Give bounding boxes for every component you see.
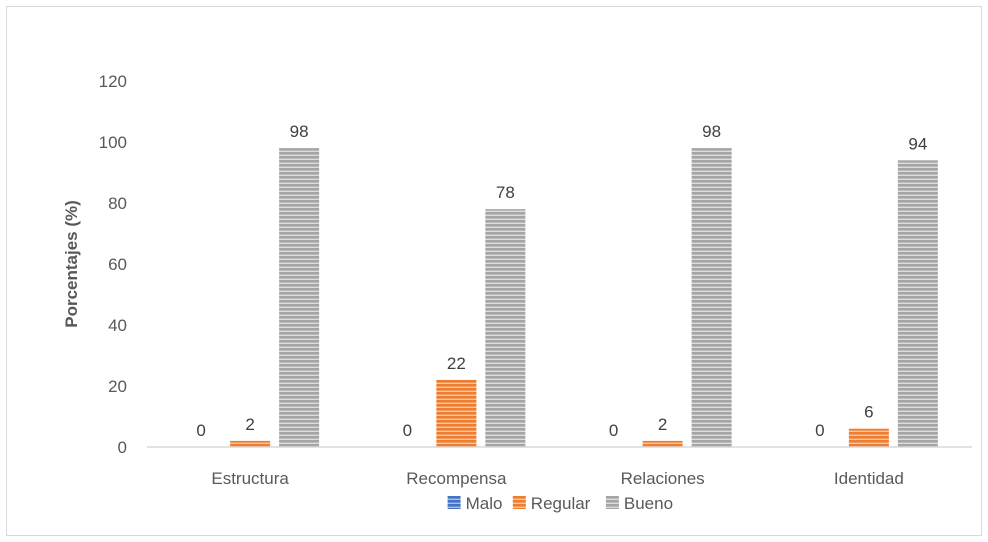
legend-label: Regular	[531, 494, 591, 513]
y-tick-label: 0	[118, 438, 127, 457]
bar-regular	[848, 428, 889, 447]
data-label: 94	[908, 134, 927, 153]
data-label: 2	[245, 415, 254, 434]
y-tick-label: 20	[108, 377, 127, 396]
legend-label: Malo	[466, 494, 503, 513]
data-label: 98	[290, 122, 309, 141]
bar-bueno	[897, 160, 938, 448]
bar-regular	[642, 440, 683, 447]
data-label: 2	[658, 415, 667, 434]
y-tick-label: 100	[99, 133, 127, 152]
bar-regular	[436, 379, 477, 447]
data-label: 0	[609, 421, 618, 440]
data-label: 0	[196, 421, 205, 440]
bar-bueno	[279, 148, 320, 447]
data-label: 6	[864, 403, 873, 422]
bar-bueno	[485, 209, 526, 447]
bar-bueno	[691, 148, 732, 447]
legend-swatch-malo	[447, 496, 461, 509]
y-axis: 0 20 40 60 80 100 120	[99, 72, 127, 457]
x-tick-label: Relaciones	[621, 469, 705, 488]
x-tick-label: Identidad	[834, 469, 904, 488]
data-label: 22	[447, 354, 466, 373]
data-labels: 0 2 98 0 22 78 0 2 98 0 6 94	[196, 122, 927, 440]
x-tick-label: Estructura	[211, 469, 289, 488]
data-label: 78	[496, 183, 515, 202]
y-tick-label: 120	[99, 72, 127, 91]
y-tick-label: 60	[108, 255, 127, 274]
legend: Malo Regular Bueno	[447, 494, 673, 513]
y-tick-label: 80	[108, 194, 127, 213]
y-axis-title: Porcentajes (%)	[62, 200, 81, 328]
bar-regular	[230, 440, 271, 447]
data-label: 98	[702, 122, 721, 141]
legend-swatch-regular	[512, 496, 526, 509]
x-tick-label: Recompensa	[406, 469, 507, 488]
data-label: 0	[815, 421, 824, 440]
legend-swatch-bueno	[605, 496, 619, 509]
data-label: 0	[403, 421, 412, 440]
legend-label: Bueno	[624, 494, 673, 513]
bar-group	[230, 148, 938, 448]
x-axis: Estructura Recompensa Relaciones Identidad	[211, 469, 903, 488]
y-tick-label: 40	[108, 316, 127, 335]
